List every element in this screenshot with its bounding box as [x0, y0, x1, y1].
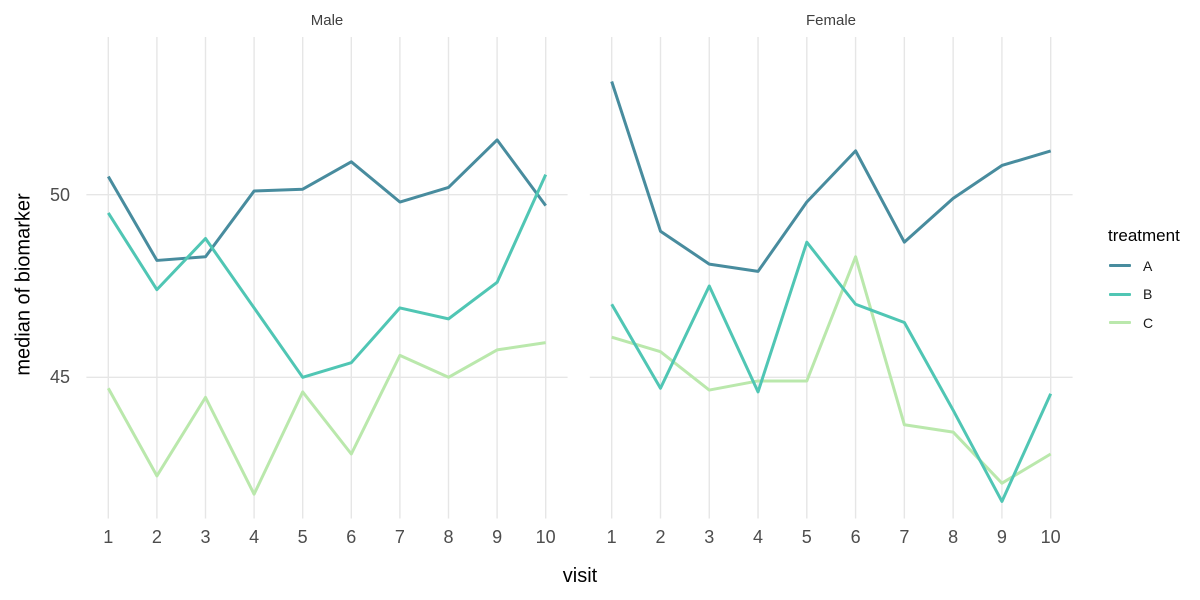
- legend-key-line-C: [1109, 321, 1131, 325]
- y-axis-tick-label-45: 45: [49, 367, 70, 387]
- x-axis-tick-label: 10: [1040, 527, 1061, 547]
- panel-gridlines: [86, 37, 568, 519]
- legend-key-line-A: [1109, 264, 1131, 268]
- series-line-C-female: [611, 255, 1052, 485]
- x-axis-tick-label: 2: [151, 527, 162, 547]
- facet-strip-male: Male: [310, 12, 344, 29]
- x-axis-tick-label: 3: [200, 527, 211, 547]
- legend-label-B: B: [1143, 286, 1153, 303]
- series-line-B-female: [610, 240, 1053, 503]
- x-axis-tick-label: 8: [948, 527, 959, 547]
- x-axis-tick-label: 8: [443, 527, 454, 547]
- x-axis-tick-label: 2: [655, 527, 666, 547]
- panel-gridlines: [589, 37, 1073, 519]
- series-line-A-female: [610, 81, 1052, 273]
- facet-strip-female: Female: [805, 12, 857, 29]
- x-axis-tick-label: 7: [394, 527, 405, 547]
- series-line-A-male: [107, 138, 547, 262]
- legend-key-line-B: [1109, 292, 1131, 296]
- legend-title: treatment: [1108, 226, 1180, 245]
- legend-label-C: C: [1143, 314, 1154, 331]
- series-line-C-male: [106, 341, 546, 496]
- x-axis-tick-label: 6: [346, 527, 357, 547]
- legend-label-A: A: [1143, 257, 1153, 274]
- x-axis-tick-label: 1: [606, 527, 617, 547]
- x-axis-tick-label: 4: [753, 527, 764, 547]
- series-line-B-male: [107, 173, 548, 379]
- x-axis-tick-label: 9: [492, 527, 503, 547]
- x-axis-tick-label: 4: [249, 527, 260, 547]
- y-axis-title: median of biomarker: [12, 193, 35, 376]
- x-axis-tick-label: 9: [996, 527, 1007, 547]
- x-axis-tick-label: 6: [850, 527, 861, 547]
- x-axis-tick-label: 3: [704, 527, 715, 547]
- x-axis-title: visit: [562, 565, 598, 587]
- y-axis-tick-label-50: 50: [49, 185, 70, 205]
- x-axis-tick-label: 5: [801, 527, 812, 547]
- x-axis-tick-label: 5: [297, 527, 308, 547]
- x-axis-tick-label: 1: [103, 527, 114, 547]
- x-axis-tick-label: 10: [535, 527, 556, 547]
- x-axis-tick-label: 7: [899, 527, 910, 547]
